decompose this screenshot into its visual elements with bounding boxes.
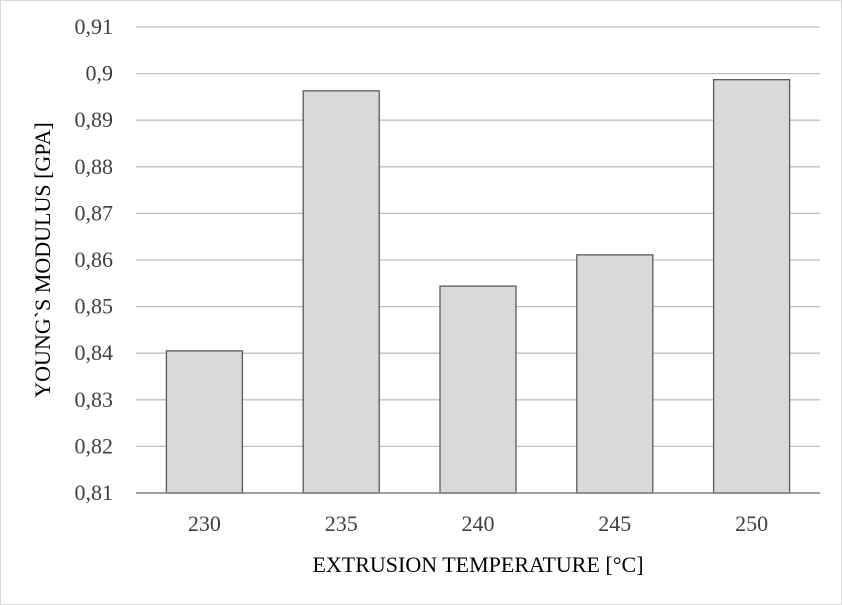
y-tick-label: 0,86	[75, 247, 114, 272]
y-tick-labels: 0,81 0,82 0,83 0,84 0,85 0,86 0,87 0,88 0,89 0,9 0…	[75, 14, 114, 505]
y-tick-label: 0,83	[75, 387, 114, 412]
bars	[165, 79, 791, 494]
bar	[165, 350, 244, 494]
bar	[712, 79, 791, 494]
y-tick-label: 0,91	[75, 14, 114, 39]
gridlines	[136, 26, 820, 448]
x-tick-label: 235	[325, 511, 358, 536]
x-tick-label: 230	[188, 511, 221, 536]
y-tick-label: 0,88	[75, 154, 114, 179]
y-axis-title: YOUNG`S MODULUS [GPA]	[30, 122, 55, 397]
bar	[576, 254, 654, 494]
y-tick-label: 0,89	[75, 107, 114, 132]
y-tick-label: 0,82	[75, 433, 114, 458]
y-tick-label: 0,87	[75, 200, 114, 225]
y-tick-label: 0,81	[75, 480, 114, 505]
y-tick-label: 0,84	[75, 340, 114, 365]
y-tick-label: 0,85	[75, 294, 114, 319]
y-tick-label: 0,9	[86, 61, 114, 86]
bar	[302, 90, 380, 494]
x-tick-label: 240	[462, 511, 495, 536]
x-tick-label: 245	[598, 511, 631, 536]
bar	[439, 285, 517, 494]
x-tick-label: 250	[735, 511, 768, 536]
x-axis-title: EXTRUSION TEMPERATURE [°C]	[312, 552, 643, 577]
x-tick-labels: 230 235 240 245 250	[188, 511, 768, 536]
